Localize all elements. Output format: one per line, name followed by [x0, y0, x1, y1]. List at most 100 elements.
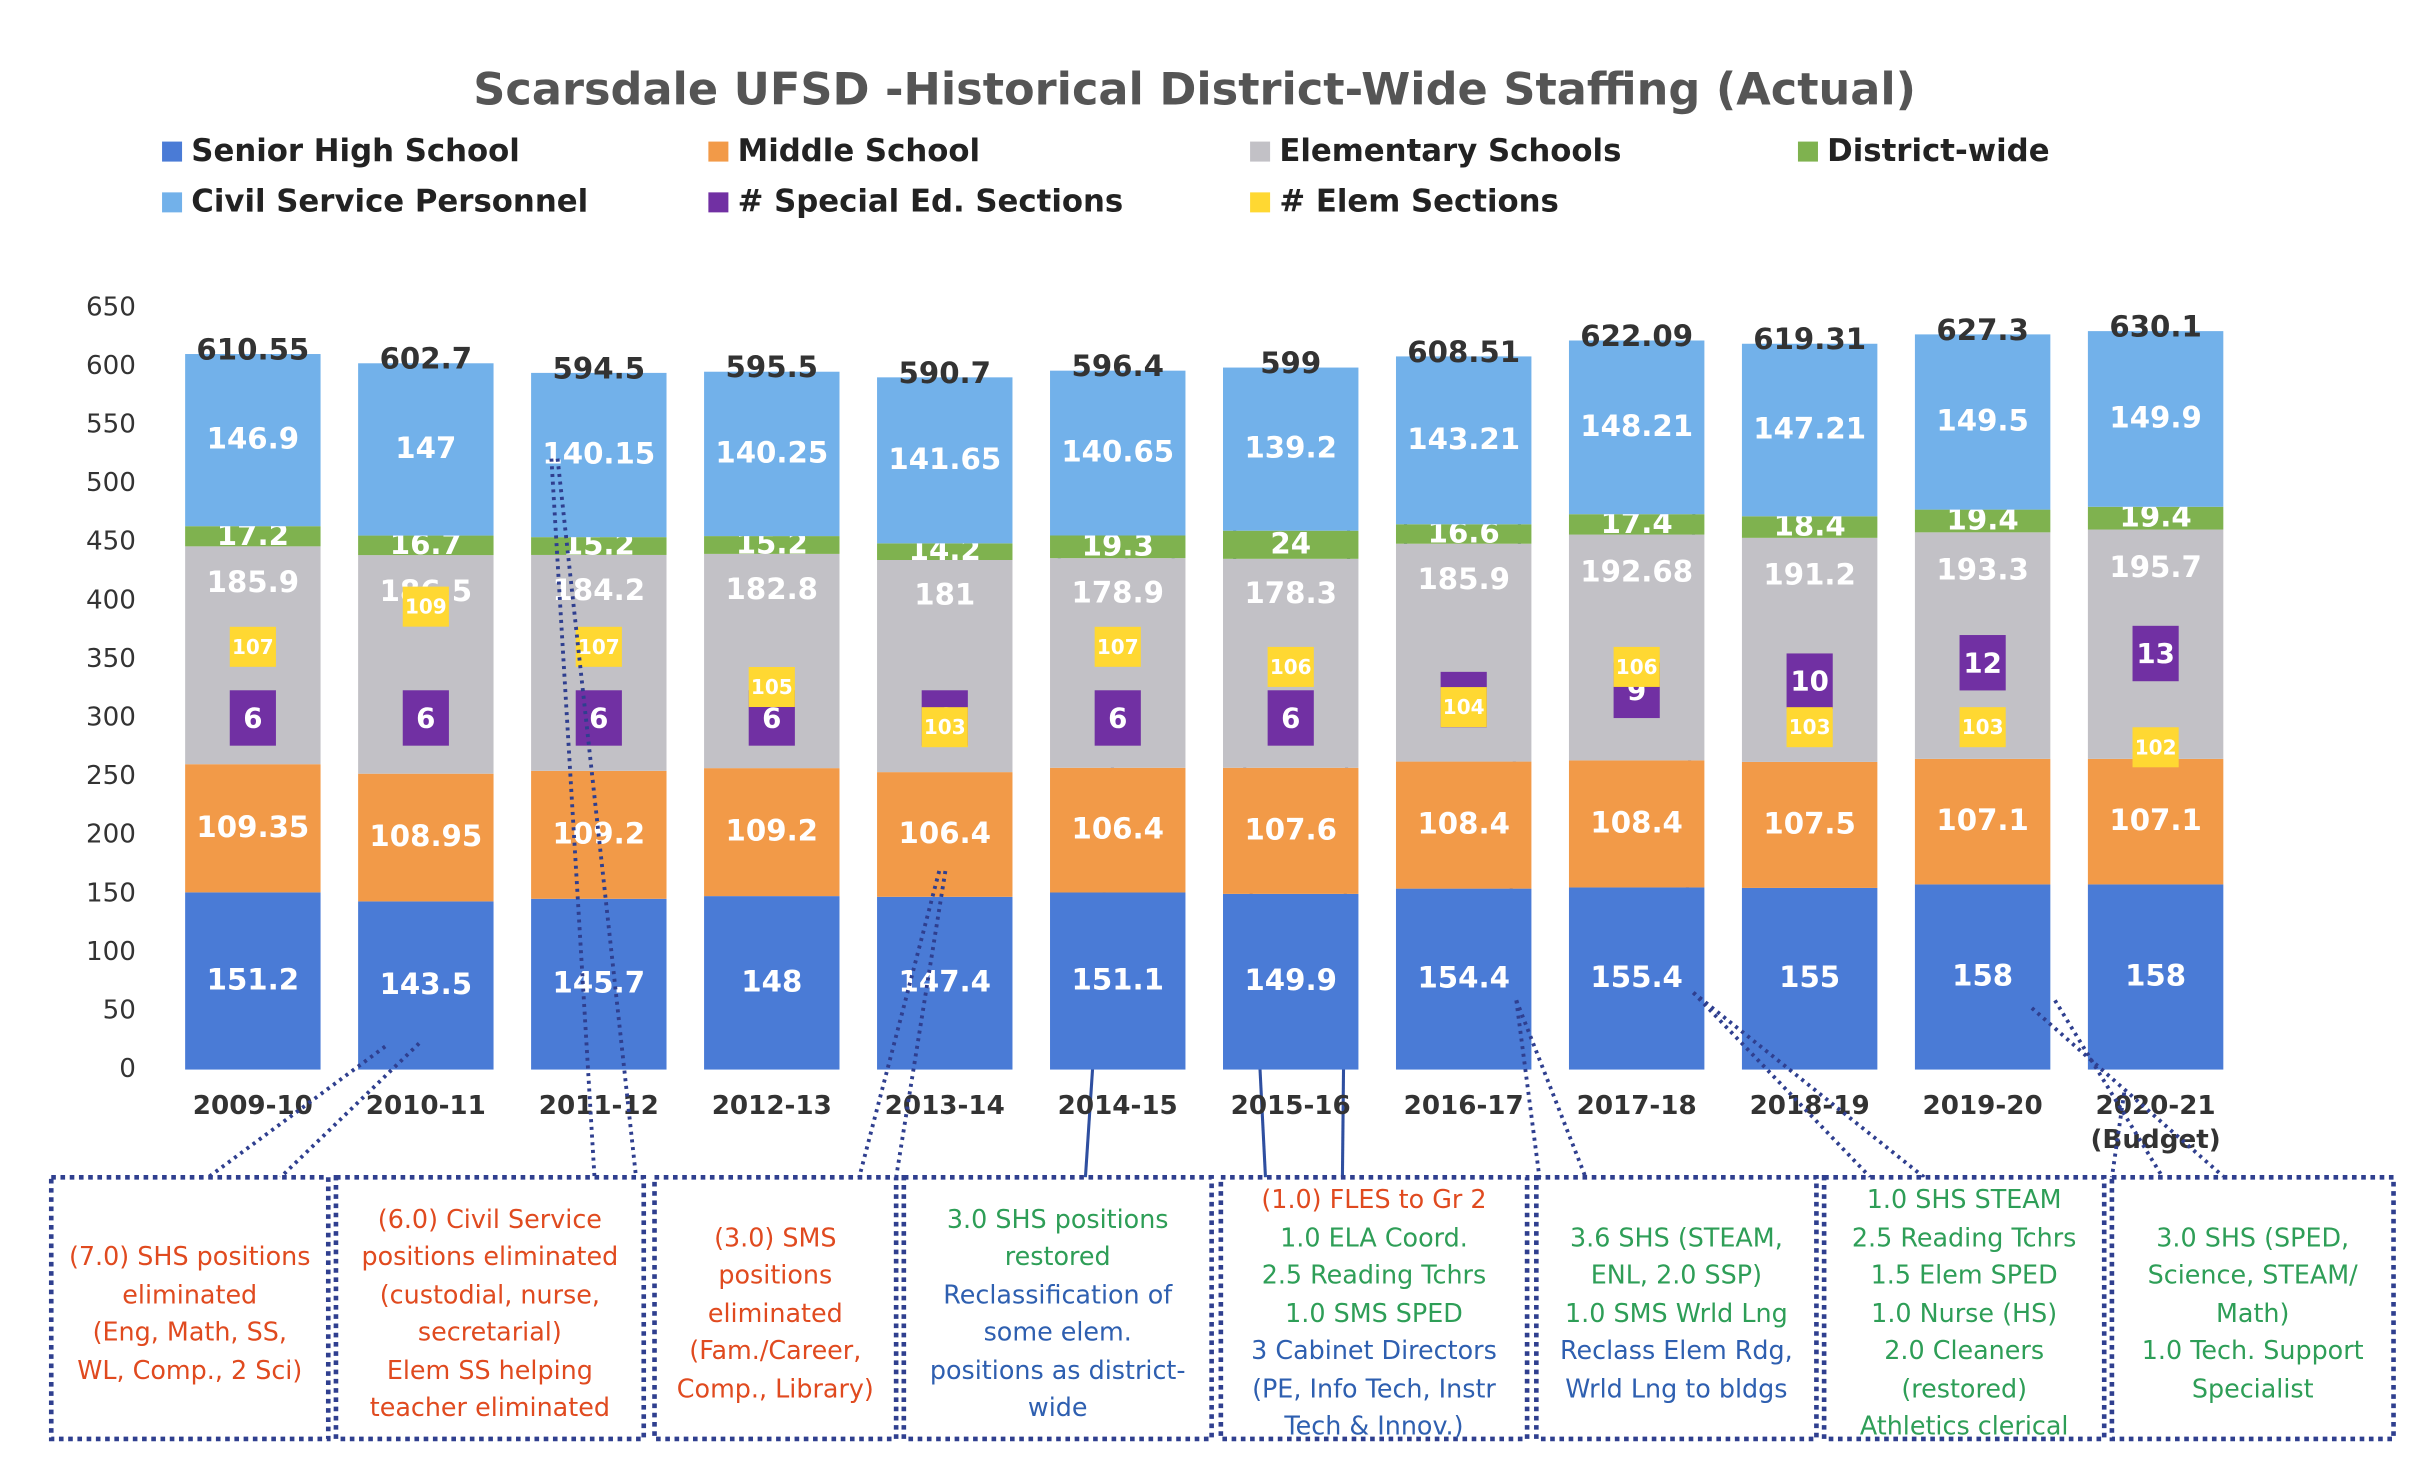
- section-label: 6: [762, 702, 781, 735]
- legend-label: Middle School: [738, 133, 980, 169]
- annotation-box: [1534, 1174, 1819, 1442]
- bar-segment: [1914, 509, 2051, 533]
- x-tick-label: 2012-13: [711, 1091, 832, 1122]
- section-label: 103: [1789, 715, 1831, 739]
- annotation-line: some elem.: [983, 1317, 1132, 1347]
- x-tick-label-box: 2014-15: [1057, 1091, 1178, 1122]
- bar-segment: [704, 768, 840, 897]
- y-tick-label: 650: [86, 292, 136, 322]
- legend-label: # Elem Sections: [1279, 184, 1559, 220]
- data-label: 191.2: [1763, 557, 1855, 591]
- bar-segment: [2087, 331, 2224, 507]
- bar-segment: [1741, 887, 1878, 1070]
- data-label: 148.21: [1580, 409, 1693, 443]
- data-label: 193.3: [1936, 552, 2028, 586]
- section-marker: [1613, 646, 1660, 687]
- x-tick-label-box: 2013-14: [885, 1091, 1005, 1122]
- x-tick-label-box: 2019-20: [1922, 1091, 2043, 1122]
- total-label: 630.1: [2109, 310, 2201, 344]
- section-marker: [1440, 687, 1487, 728]
- annotation-line: 1.5 Elem SPED: [1870, 1260, 2058, 1291]
- bar-segment: [531, 898, 667, 1070]
- legend-swatch: [708, 141, 729, 162]
- annotation-line: 1.0 ELA Coord.: [1280, 1223, 1468, 1253]
- section-label: 102: [2135, 735, 2177, 759]
- section-marker: [402, 690, 449, 746]
- bar-segment: [877, 543, 1013, 560]
- chart-title: Scarsdale UFSD -Historical District-Wide…: [473, 63, 1916, 115]
- total-label: 590.7: [899, 356, 991, 390]
- connector: [279, 1042, 421, 1179]
- x-tick-label: 2011-12: [538, 1091, 659, 1122]
- connector: [1514, 999, 1588, 1178]
- bar-segment: [1050, 370, 1186, 536]
- data-label: 185.9: [1417, 562, 1509, 596]
- data-label: 158: [1952, 958, 2013, 992]
- connector: [207, 1044, 387, 1179]
- x-tick-label-box: 2017-18: [1577, 1091, 1697, 1122]
- legend-swatch: [708, 192, 729, 213]
- annotation-line: Math): [2215, 1298, 2290, 1328]
- annotation-line: eliminated: [122, 1279, 258, 1309]
- data-label: 149.9: [1244, 963, 1336, 997]
- annotation-text: 3.0 SHS (SPED, Science, STEAM/Math) 1.0 Te…: [2112, 1179, 2394, 1450]
- x-tick-label: 2019-20: [1922, 1091, 2043, 1122]
- data-label: 182.8: [726, 572, 818, 606]
- bar-segment: [1568, 887, 1705, 1070]
- section-label: 109: [405, 595, 447, 619]
- annotation-line: (6.0) Civil Service: [377, 1204, 602, 1234]
- total-label: 608.51: [1407, 335, 1520, 369]
- bar-segment: [1223, 530, 1359, 559]
- y-tick-label: 600: [86, 351, 136, 381]
- bar-segment: [1914, 758, 2051, 885]
- x-tick-label-box: 2015-16: [1231, 1091, 1351, 1122]
- bar-segment: [877, 377, 1013, 544]
- bar-segment: [877, 772, 1013, 897]
- data-label: 151.2: [207, 962, 299, 996]
- y-tick-label: 550: [86, 409, 136, 439]
- data-label: 181: [914, 578, 975, 612]
- bar-segment: [531, 372, 667, 538]
- annotation-line: Elem SS helping: [386, 1355, 593, 1385]
- legend-label: Civil Service Personnel: [191, 184, 588, 220]
- annotation-line: Wrld Lng to bldgs: [1565, 1373, 1788, 1404]
- data-label: 149.9: [2109, 400, 2201, 434]
- bar-segment: [358, 773, 494, 902]
- data-label: 108.4: [1590, 805, 1682, 839]
- annotation-line: Comp., Library): [676, 1373, 874, 1404]
- annotation-line: 2.0 Cleaners: [1884, 1336, 2045, 1366]
- bar-segment: [1914, 884, 2051, 1070]
- legend-swatch: [162, 141, 183, 162]
- data-label: 109.2: [726, 814, 818, 848]
- y-tick-label: 400: [86, 585, 136, 615]
- bar-segment: [531, 537, 667, 555]
- annotation-line: (3.0) SMS: [714, 1223, 837, 1253]
- data-label: 143.21: [1407, 422, 1520, 456]
- bar-segment: [1050, 767, 1186, 893]
- section-marker: [1094, 626, 1141, 667]
- section-marker: [229, 626, 276, 667]
- data-label: 107.1: [2109, 803, 2201, 837]
- x-tick-label: 2014-15: [1057, 1091, 1178, 1122]
- annotation-line: 1.0 Tech. Support: [2141, 1336, 2364, 1366]
- total-label: 595.5: [726, 350, 818, 384]
- annotation-line: eliminated: [707, 1298, 843, 1328]
- annotation-line: positions eliminated: [361, 1241, 619, 1272]
- section-label: 6: [1108, 702, 1127, 735]
- bar-segment: [1223, 893, 1359, 1070]
- bar-segment: [1568, 760, 1705, 888]
- section-marker: [2132, 727, 2179, 768]
- annotation-line: Reclass Elem Rdg,: [1560, 1336, 1793, 1366]
- section-label: 103: [924, 715, 966, 739]
- x-tick-label-box: 2010-11: [366, 1091, 486, 1122]
- annotation-line: 1.0 SHS STEAM: [1866, 1185, 2062, 1215]
- bar-segment: [2087, 506, 2224, 530]
- connector: [555, 458, 638, 1178]
- total-label: 594.5: [553, 351, 645, 385]
- data-label: 151.1: [1071, 963, 1163, 997]
- connector: [894, 870, 948, 1178]
- y-tick-label: 100: [86, 937, 136, 967]
- annotation-line: 1.0 SMS SPED: [1285, 1298, 1463, 1328]
